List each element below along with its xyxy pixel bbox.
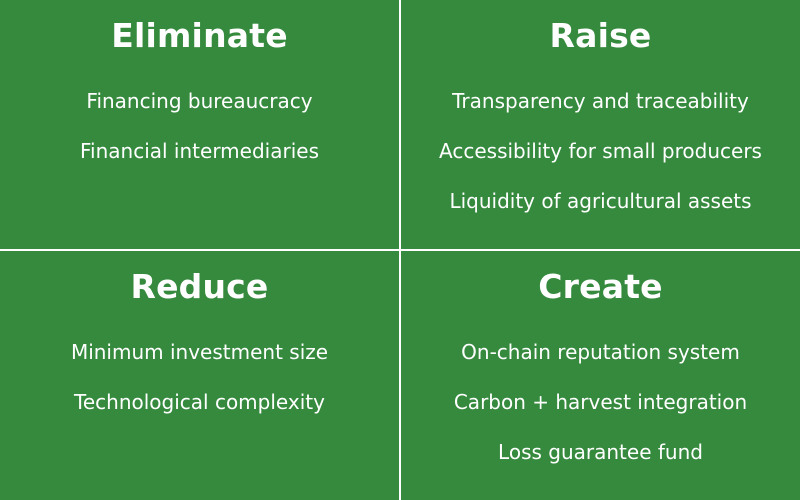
quadrant-list: Minimum investment size Technological co… <box>0 340 399 414</box>
list-item: Minimum investment size <box>70 340 329 364</box>
quadrant-eliminate: Eliminate Financing bureaucracy Financia… <box>0 0 399 249</box>
list-item: On-chain reputation system <box>461 340 740 364</box>
quadrant-list: On-chain reputation system Carbon + harv… <box>401 340 800 464</box>
list-item: Liquidity of agricultural assets <box>449 189 752 213</box>
list-item: Transparency and traceability <box>452 89 749 113</box>
quadrant-list: Transparency and traceability Accessibil… <box>401 89 800 213</box>
list-item: Financial intermediaries <box>80 139 319 163</box>
quadrant-create: Create On-chain reputation system Carbon… <box>401 251 800 500</box>
quadrant-raise: Raise Transparency and traceability Acce… <box>401 0 800 249</box>
list-item: Accessibility for small producers <box>439 139 762 163</box>
quadrant-title: Eliminate <box>111 16 288 55</box>
list-item: Carbon + harvest integration <box>453 390 748 414</box>
quadrant-title: Reduce <box>130 267 269 306</box>
list-item: Loss guarantee fund <box>498 440 703 464</box>
quadrant-title: Raise <box>549 16 652 55</box>
quadrant-title: Create <box>538 267 663 306</box>
quadrant-list: Financing bureaucracy Financial intermed… <box>0 89 399 163</box>
quadrant-reduce: Reduce Minimum investment size Technolog… <box>0 251 399 500</box>
list-item: Financing bureaucracy <box>86 89 313 113</box>
list-item: Technological complexity <box>74 390 325 414</box>
